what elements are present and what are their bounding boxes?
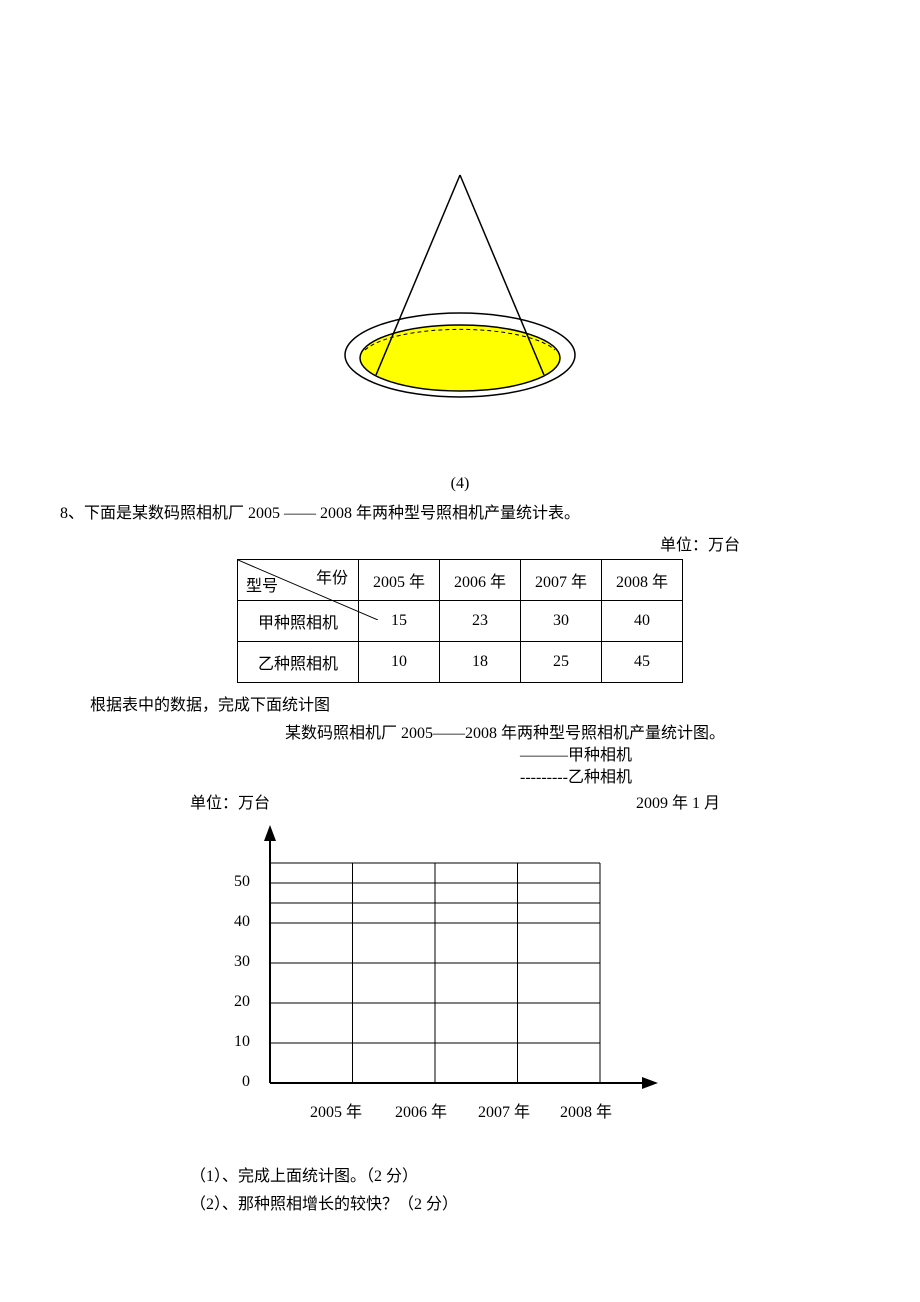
- y-tick: 10: [210, 1033, 250, 1051]
- cell: 25: [521, 641, 602, 682]
- y-tick: 40: [210, 913, 250, 931]
- x-label: 2008 年: [560, 1098, 612, 1122]
- chart-date: 2009 年 1 月: [636, 789, 720, 813]
- legend-b-label: 乙种相机: [568, 769, 632, 786]
- y-axis-unit: 单位：万台: [190, 789, 270, 813]
- table-row: 乙种照相机 10 18 25 45: [237, 641, 682, 682]
- chart-title: 某数码照相机厂 2005——2008 年两种型号照相机产量统计图。: [150, 719, 860, 743]
- legend-b-symbol: ---------: [520, 769, 568, 786]
- x-label: 2005 年: [310, 1098, 362, 1122]
- y-tick: 30: [210, 953, 250, 971]
- cone-plate-svg: [320, 160, 600, 410]
- blank-chart: 50 40 30 20 10 0 2005 年 2006 年 2007 年 20…: [180, 823, 680, 1133]
- y-tick: 0: [210, 1073, 250, 1091]
- legend-a-symbol: ———: [520, 747, 568, 764]
- legend-a-label: 甲种相机: [568, 747, 632, 764]
- cell: 10: [358, 641, 439, 682]
- sub-questions: （1）、完成上面统计图。（2 分） （2）、那种照相增长的较快？（2 分）: [190, 1163, 860, 1217]
- table-unit: 单位：万台: [60, 531, 860, 555]
- sub-q1: （1）、完成上面统计图。（2 分）: [190, 1163, 860, 1190]
- question-number: 8、: [60, 505, 84, 522]
- table-corner-cell: 年份 型号: [237, 559, 358, 600]
- cell: 45: [602, 641, 683, 682]
- sub-q2: （2）、那种照相增长的较快？（2 分）: [190, 1191, 860, 1218]
- chart-grid-svg: [180, 823, 680, 1133]
- cell: 30: [521, 600, 602, 641]
- table-header-row: 年份 型号 2005 年 2006 年 2007 年 2008 年: [237, 559, 682, 600]
- cone-figure: [60, 160, 860, 415]
- row-label: 乙种照相机: [237, 641, 358, 682]
- y-tick: 50: [210, 873, 250, 891]
- col-header: 2007 年: [521, 559, 602, 600]
- x-label: 2007 年: [478, 1098, 530, 1122]
- camera-production-table: 年份 型号 2005 年 2006 年 2007 年 2008 年 甲种照相机 …: [237, 559, 683, 683]
- instruction-text: 根据表中的数据，完成下面统计图: [90, 691, 860, 715]
- figure-caption: (4): [60, 475, 860, 493]
- chart-legend: ———甲种相机 ---------乙种相机: [520, 745, 860, 790]
- question-8: 8、下面是某数码照相机厂 2005 —— 2008 年两种型号照相机产量统计表。: [60, 501, 860, 527]
- corner-bottom-label: 型号: [246, 572, 278, 596]
- col-header: 2008 年: [602, 559, 683, 600]
- y-tick: 20: [210, 993, 250, 1011]
- cell: 23: [439, 600, 520, 641]
- x-label: 2006 年: [395, 1098, 447, 1122]
- corner-top-label: 年份: [316, 564, 348, 588]
- col-header: 2006 年: [439, 559, 520, 600]
- question-text: 下面是某数码照相机厂 2005 —— 2008 年两种型号照相机产量统计表。: [84, 505, 580, 522]
- cell: 40: [602, 600, 683, 641]
- cell: 18: [439, 641, 520, 682]
